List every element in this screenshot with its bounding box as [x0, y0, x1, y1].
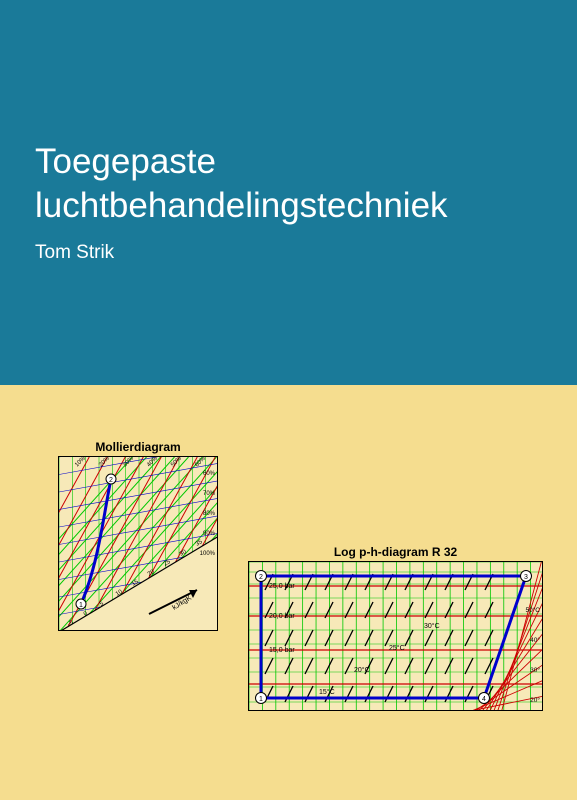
svg-text:25,0 bar: 25,0 bar	[269, 583, 295, 590]
book-cover: Toegepaste luchtbehandelingstechniek Tom…	[0, 0, 577, 800]
svg-text:90%: 90%	[203, 531, 216, 537]
author-name: Tom Strik	[35, 242, 542, 264]
svg-text:20°C: 20°C	[354, 666, 370, 674]
svg-text:1: 1	[259, 696, 263, 703]
mollier-chart-svg: 1210%20%30%40%50%60%60%70%80%90%100%-505…	[59, 457, 218, 631]
svg-text:100%: 100%	[200, 551, 216, 557]
svg-text:25°C: 25°C	[389, 644, 405, 652]
logph-chart-svg: 1 2 3 4 25,0 bar 20,0 bar 15,0 bar 15°C 20°C 25°C…	[249, 562, 543, 711]
diagram-panel: Mollierdiagram 1210%20%30%40%50%60%60%70…	[0, 385, 577, 800]
svg-text:15,0 bar: 15,0 bar	[269, 647, 295, 654]
svg-text:70%: 70%	[203, 491, 216, 497]
title-panel: Toegepaste luchtbehandelingstechniek Tom…	[0, 0, 577, 385]
svg-text:50°C: 50°C	[525, 606, 540, 614]
svg-text:3: 3	[524, 574, 528, 581]
svg-text:20,0 bar: 20,0 bar	[269, 613, 295, 620]
svg-text:60%: 60%	[203, 471, 216, 477]
svg-text:2: 2	[109, 477, 113, 484]
book-title: Toegepaste luchtbehandelingstechniek	[35, 140, 542, 228]
svg-text:80%: 80%	[203, 511, 216, 517]
svg-text:4: 4	[482, 696, 486, 703]
svg-text:15°C: 15°C	[319, 688, 335, 696]
title-line-2: luchtbehandelingstechniek	[35, 186, 448, 225]
mollier-title: Mollierdiagram	[58, 440, 218, 454]
svg-text:30°C: 30°C	[424, 622, 440, 630]
mollier-box: 1210%20%30%40%50%60%60%70%80%90%100%-505…	[58, 456, 218, 631]
svg-text:20%: 20%	[98, 457, 111, 468]
logph-title: Log p-h-diagram R 32	[248, 545, 543, 559]
logph-diagram: Log p-h-diagram R 32 1 2 3 4 25,0 bar 20,0 ba…	[248, 545, 543, 711]
svg-text:1: 1	[79, 602, 83, 609]
title-line-1: Toegepaste	[35, 142, 216, 181]
svg-text:2: 2	[259, 574, 263, 581]
svg-text:50%: 50%	[170, 457, 183, 468]
svg-text:40°: 40°	[530, 636, 540, 644]
logph-box: 1 2 3 4 25,0 bar 20,0 bar 15,0 bar 15°C 20°C 25°C…	[248, 561, 543, 711]
svg-text:20°: 20°	[530, 696, 540, 704]
svg-text:30°: 30°	[530, 666, 540, 674]
mollier-diagram: Mollierdiagram 1210%20%30%40%50%60%60%70…	[58, 440, 218, 631]
